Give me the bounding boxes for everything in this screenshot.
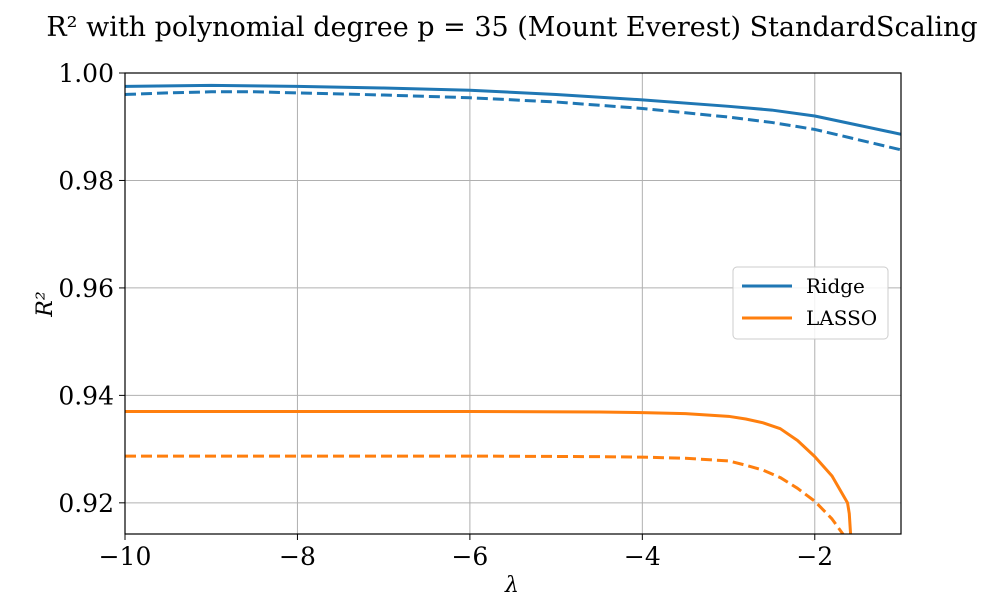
- legend-label-ridge: Ridge: [806, 274, 865, 298]
- y-tick-label: 0.92: [58, 489, 114, 518]
- y-tick-label: 1.00: [58, 59, 114, 88]
- series-line-1: [125, 90, 901, 152]
- y-tick-label: 0.98: [58, 166, 114, 195]
- x-tick-label: −2: [796, 542, 833, 571]
- y-axis-label: R²: [33, 291, 58, 317]
- x-tick-label: −8: [279, 542, 316, 571]
- series-line-2: [125, 410, 853, 534]
- chart-title: R² with polynomial degree p = 35 (Mount …: [46, 12, 977, 43]
- series-layer: [125, 83, 901, 534]
- series-line-0: [125, 83, 901, 136]
- axis-ticks: −10 −8 −6 −4 −2 0.92 0.94 0.96 0.98 1.00: [58, 59, 833, 571]
- x-tick-label: −4: [624, 542, 661, 571]
- x-tick-label: −10: [99, 542, 152, 571]
- y-tick-label: 0.96: [58, 274, 114, 303]
- legend-label-lasso: LASSO: [806, 306, 877, 330]
- plot-frame: [124, 72, 902, 535]
- x-tick-label: −6: [451, 542, 488, 571]
- x-axis-label: λ: [504, 573, 519, 598]
- series-line-3: [125, 454, 845, 534]
- legend: Ridge LASSO: [732, 266, 889, 340]
- y-tick-label: 0.94: [58, 381, 114, 410]
